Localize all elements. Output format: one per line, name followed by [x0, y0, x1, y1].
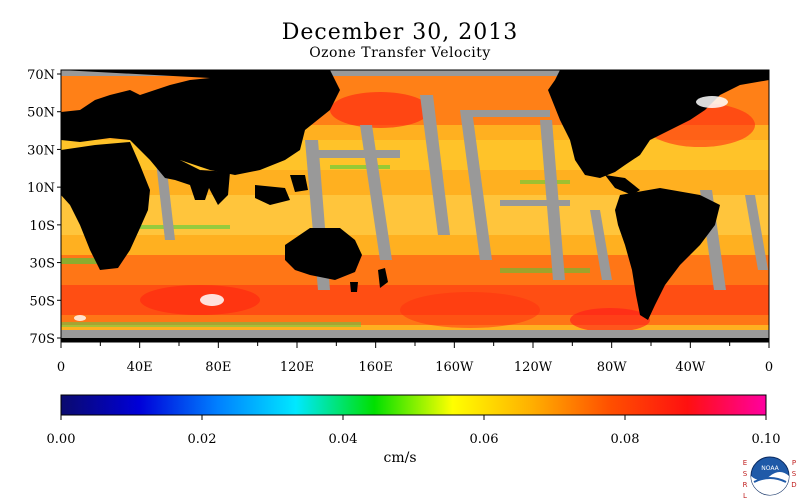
noaa-logo-text: NOAA [761, 465, 779, 472]
lon-tick-label: 160W [435, 360, 474, 375]
lon-tick-label: 80W [597, 360, 628, 375]
lat-tick-label: 70S [30, 332, 55, 347]
lon-tick-label: 120W [514, 360, 553, 375]
lat-tick-label: 50N [27, 106, 55, 121]
colorbar-units-label: cm/s [383, 450, 417, 466]
colorbar-tick-label: 0.02 [188, 432, 217, 447]
branding-letter: D [791, 481, 797, 489]
lon-tick-label: 40W [675, 360, 706, 375]
branding-letter: S [742, 470, 748, 478]
branding-letter: L [743, 492, 747, 500]
branding-letter: E [742, 459, 748, 467]
lon-tick-label: 80E [205, 360, 231, 375]
noaa-logo: NOAA [750, 456, 790, 496]
lat-tick-label: 70N [27, 68, 55, 83]
map-title: December 30, 2013 [281, 20, 519, 45]
map-plot-area [61, 70, 769, 342]
land-masses [61, 70, 769, 342]
sea-ice-patches [74, 96, 728, 321]
colorbar-gradient [60, 394, 767, 416]
lat-tick-label: 10S [30, 219, 55, 234]
lat-tick-label: 30S [30, 257, 55, 272]
colorbar-tick-label: 0.08 [611, 432, 640, 447]
lon-tick-label: 40E [127, 360, 153, 375]
colorbar: 0.00 0.02 0.04 0.06 0.08 0.10 [47, 394, 781, 447]
longitude-axis: 0 40E 80E 120E 160E 160W 120W 80W 40W 0 [57, 342, 773, 375]
lon-tick-label: 0 [57, 360, 65, 375]
colorbar-tick-label: 0.00 [47, 432, 76, 447]
colorbar-ticks: 0.00 0.02 0.04 0.06 0.08 0.10 [47, 415, 781, 447]
lat-tick-label: 50S [30, 294, 55, 309]
branding-letter: P [791, 459, 797, 467]
colorbar-tick-label: 0.04 [329, 432, 358, 447]
lat-tick-label: 10N [27, 181, 55, 196]
lon-tick-label: 0 [765, 360, 773, 375]
colorbar-tick-label: 0.06 [470, 432, 499, 447]
branding-letter: S [791, 470, 797, 478]
latitude-axis: 70N 50N 30N 10N 10S 30S 50S 70S [27, 68, 61, 347]
lon-tick-label: 120E [280, 360, 314, 375]
colorbar-tick-label: 0.10 [752, 432, 781, 447]
lat-tick-label: 30N [27, 143, 55, 158]
branding-letter: R [742, 481, 748, 489]
lon-tick-label: 160E [359, 360, 393, 375]
map-subtitle: Ozone Transfer Velocity [309, 45, 491, 61]
